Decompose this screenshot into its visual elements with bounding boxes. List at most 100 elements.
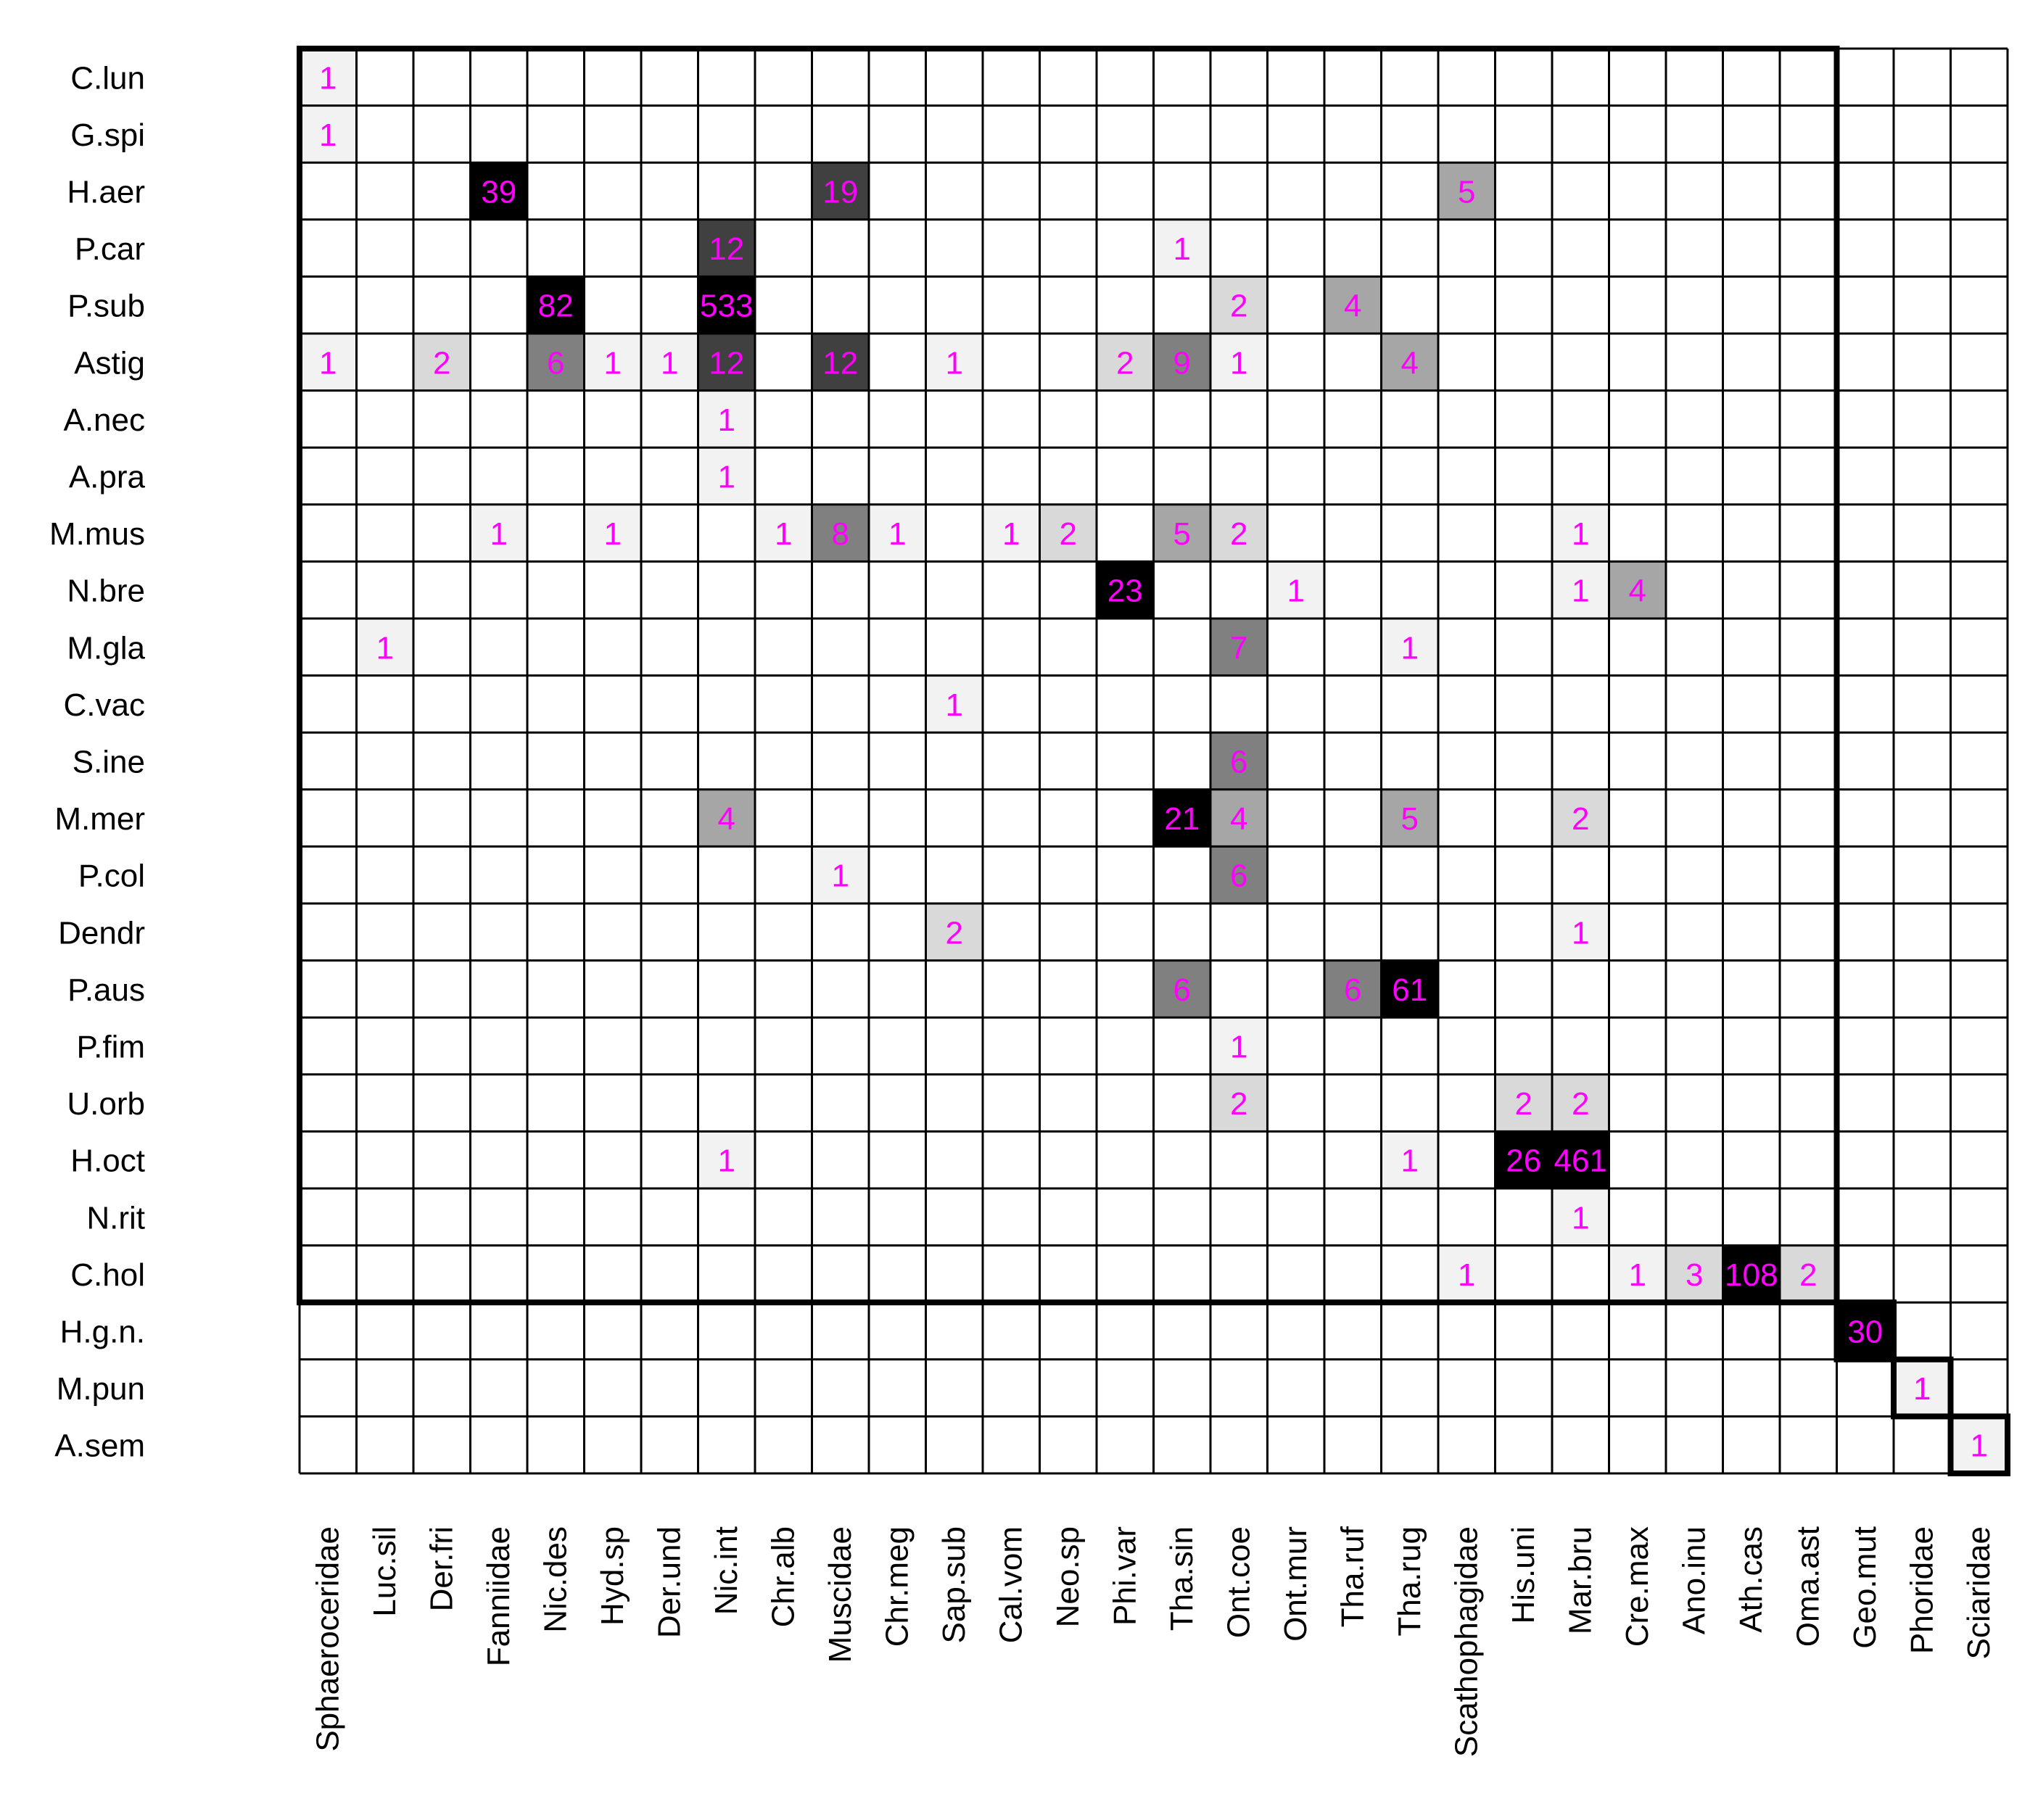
row-label: P.sub [67,289,145,324]
column-label: Fanniidae [481,1526,516,1666]
cell-value: 4 [718,801,735,837]
cell-C.hol-Ath.cas [1723,1245,1780,1303]
cell-M.mus-Neo.sp [1039,504,1097,562]
cell-value: 1 [319,345,337,381]
cell-M.mus-Hyd.sp [584,504,641,562]
cell-Astig-Hyd.sp [584,334,641,391]
row-label: H.aer [67,175,145,210]
cell-M.mus-Mar.bru [1552,504,1609,562]
column-labels: Sphaeroceridae Luc.sil Der.fri Fanniidae Nic… [310,1526,1997,1757]
row-label: H.g.n. [60,1315,145,1350]
cell-value: 1 [1401,630,1419,666]
cell-value: 108 [1725,1257,1778,1293]
row-label: M.pun [57,1371,145,1407]
column-label: Ano.inu [1676,1526,1712,1634]
cell-value: 39 [481,175,516,210]
column-label: Sphaeroceridae [310,1526,345,1752]
cell-value: 461 [1554,1143,1607,1179]
module-border-3 [1891,1356,1954,1420]
cell-value: 7 [1230,630,1247,666]
row-label: M.mus [49,516,145,552]
cell-value: 12 [709,231,744,267]
row-label: G.spi [70,117,145,153]
column-label: Cre.max [1620,1526,1655,1647]
column-label: Hyd.sp [595,1526,630,1626]
column-label: Cal.vom [993,1526,1028,1643]
cell-M.mus-Fanniidae [470,504,527,562]
module-border-4 [1947,1413,2010,1477]
cell-value: 19 [822,175,858,210]
cell-value: 2 [1060,516,1077,552]
column-label: Scathophagidae [1448,1526,1484,1757]
cell-value: 1 [1572,915,1589,951]
cell-value: 1 [1572,574,1589,609]
cell-Astig-Sphaeroceridae [300,334,357,391]
cell-H.g.n.-Geo.mut [1836,1302,1894,1360]
cell-value: 9 [1173,345,1191,381]
column-label: Chr.meg [879,1526,915,1647]
row-label: N.rit [86,1200,145,1236]
cell-value: 1 [718,1143,735,1179]
cell-M.mer-Mar.bru [1552,789,1609,847]
cell-value: 5 [1401,801,1419,837]
row-label: S.ine [73,745,145,780]
cell-Astig-Ont.coe [1210,334,1268,391]
cell-U.orb-His.uni [1495,1074,1552,1132]
column-label: Geo.mut [1847,1526,1883,1649]
cell-value: 1 [1572,1200,1589,1236]
cell-value: 6 [1230,859,1247,894]
cell-value: 1 [1458,1257,1475,1293]
cell-value: 1 [1401,1143,1419,1179]
cell-G.spi-Sphaeroceridae [300,105,357,163]
cell-C.lun-Sphaeroceridae [300,49,357,106]
cell-H.aer-Muscidae [812,162,869,220]
cell-value: 12 [709,345,744,381]
row-label: M.mer [54,801,145,837]
cell-value: 2 [1230,516,1247,552]
cell-U.orb-Ont.coe [1210,1074,1268,1132]
row-label: P.car [75,231,145,267]
cell-value: 2 [1799,1257,1817,1293]
column-label: Tha.ruf [1334,1526,1370,1627]
cell-value: 2 [1515,1086,1532,1122]
cell-value: 1 [946,687,963,723]
cell-H.oct-Mar.bru [1552,1131,1609,1188]
cell-value: 1 [775,516,792,552]
cell-M.mer-Nic.int [698,789,755,847]
cell-value: 1 [1913,1371,1931,1407]
cell-value: 1 [718,460,735,495]
cell-value: 1 [1230,345,1247,381]
cell-value: 8 [832,516,849,552]
row-label: N.bre [67,574,145,609]
row-label: Dendr [58,915,145,951]
cell-P.sub-Tha.ruf [1324,276,1382,334]
cell-N.bre-Phi.var [1097,561,1154,619]
cell-P.aus-Tha.rug [1381,960,1438,1018]
cell-value: 1 [1971,1428,1988,1464]
row-label: C.lun [70,60,145,96]
cell-value: 6 [1344,972,1361,1008]
column-label: Neo.sp [1050,1526,1086,1627]
cell-value: 6 [547,345,564,381]
cell-H.aer-Fanniidae [470,162,527,220]
cell-value: 4 [1344,289,1361,324]
cell-U.orb-Mar.bru [1552,1074,1609,1132]
cell-value: 1 [888,516,906,552]
cell-Astig-Muscidae [812,334,869,391]
cell-M.mus-Chr.meg [869,504,926,562]
column-label: Phi.var [1107,1526,1142,1626]
cell-value: 5 [1173,516,1191,552]
cell-M.mus-Muscidae [812,504,869,562]
cell-value: 26 [1506,1143,1541,1179]
cell-H.oct-His.uni [1495,1131,1552,1188]
column-label: Sap.sub [936,1526,972,1643]
cell-P.car-Tha.sin [1153,219,1210,277]
cell-Astig-Der.und [641,334,698,391]
cell-P.aus-Tha.ruf [1324,960,1382,1018]
column-label: Nic.int [709,1526,744,1615]
cell-value: 1 [319,117,337,153]
cell-value: 4 [1629,574,1646,609]
cell-value: 1 [604,516,622,552]
row-label: Astig [74,345,145,381]
